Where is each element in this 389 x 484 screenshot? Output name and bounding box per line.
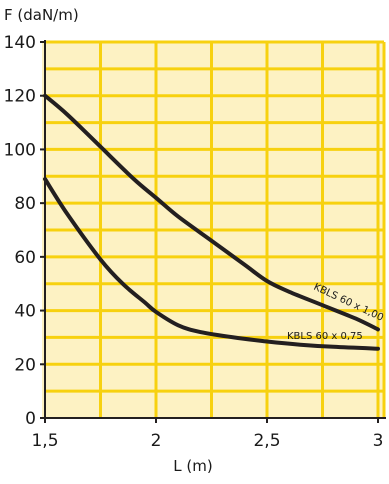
series-line-kbls-60-x-0-75 <box>43 177 380 351</box>
x-tick-label: 3 <box>373 431 384 451</box>
y-tick-label: 140 <box>4 33 36 53</box>
series-lines <box>43 93 380 351</box>
y-axis-title: F (daN/m) <box>4 6 79 24</box>
y-tick-label: 0 <box>25 409 36 429</box>
series-label-kbls-60-x-0-75: KBLS 60 x 0,75 <box>287 331 363 342</box>
y-tick-label: 120 <box>4 87 36 107</box>
series-line-kbls-60-x-1-00 <box>43 93 380 332</box>
y-tick-label: 100 <box>4 140 36 160</box>
x-tick-label: 2 <box>151 431 162 451</box>
axes <box>40 40 386 423</box>
y-tick-label: 20 <box>14 355 36 375</box>
x-tick-label: 1,5 <box>31 431 58 451</box>
x-axis-title: L (m) <box>173 457 212 475</box>
x-tick-label: 2,5 <box>253 431 280 451</box>
y-tick-label: 80 <box>14 194 36 214</box>
grid <box>45 40 386 418</box>
y-tick-label: 60 <box>14 248 36 268</box>
tick-labels: 0 20 40 60 80 100 120 140 1,5 2 2,5 3 <box>4 33 384 451</box>
y-tick-label: 40 <box>14 302 36 322</box>
